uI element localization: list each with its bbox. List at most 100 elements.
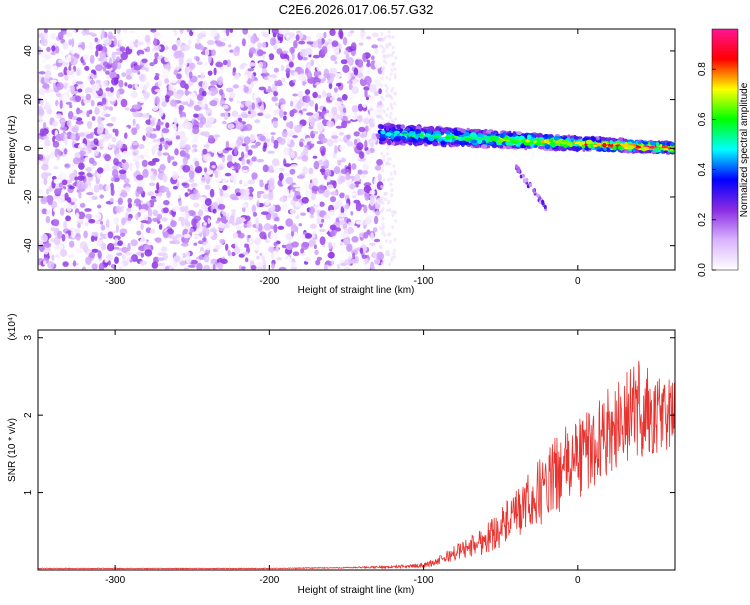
heatmap-cell xyxy=(86,166,92,171)
heatmap-cell xyxy=(369,110,376,117)
heatmap-cell xyxy=(290,151,295,159)
heatmap-cell xyxy=(363,204,368,214)
heatmap-cell xyxy=(54,148,62,158)
heatmap-cell xyxy=(206,156,212,161)
heatmap-cell xyxy=(590,136,597,142)
heatmap-cell xyxy=(373,238,381,243)
heatmap-cell xyxy=(385,252,388,257)
heatmap-cell xyxy=(257,42,263,49)
heatmap-cell xyxy=(49,249,57,259)
heatmap-cell xyxy=(524,139,531,143)
heatmap-cell xyxy=(164,265,170,270)
heatmap-cell xyxy=(271,29,279,35)
heatmap-cell xyxy=(289,208,297,215)
heatmap-cell xyxy=(314,78,322,82)
colorbar-label: Normalized spectral amplitude xyxy=(739,82,750,217)
heatmap-cell xyxy=(358,126,366,133)
heatmap-cell xyxy=(390,53,394,57)
heatmap-cell xyxy=(327,164,336,169)
heatmap-cell xyxy=(60,164,64,173)
heatmap-cell xyxy=(256,158,265,163)
heatmap-cell xyxy=(122,150,129,158)
heatmap-cell xyxy=(535,142,542,146)
heatmap-cell xyxy=(158,109,164,117)
heatmap-cell xyxy=(278,98,286,106)
heatmap-cell xyxy=(380,76,384,80)
heatmap-cell xyxy=(141,235,145,243)
heatmap-cell xyxy=(278,33,284,38)
heatmap-cell xyxy=(339,241,343,246)
heatmap-cell xyxy=(222,59,228,66)
heatmap-cell xyxy=(267,191,274,201)
heatmap-cell xyxy=(392,164,396,168)
heatmap-cell xyxy=(69,240,75,248)
heatmap-cell xyxy=(319,236,326,246)
heatmap-cell xyxy=(79,150,86,156)
heatmap-cell xyxy=(373,94,381,103)
heatmap-cell xyxy=(338,219,346,226)
heatmap-cell xyxy=(329,73,336,78)
heatmap-cell xyxy=(225,140,230,148)
heatmap-cell xyxy=(86,192,94,196)
heatmap-cell xyxy=(41,208,48,215)
heatmap-cell xyxy=(270,225,275,230)
heatmap-cell xyxy=(191,149,195,154)
heatmap-cell xyxy=(297,156,302,160)
heatmap-cell xyxy=(381,230,385,235)
heatmap-cell xyxy=(132,154,140,164)
heatmap-cell xyxy=(144,153,150,159)
heatmap-cell xyxy=(259,135,266,142)
heatmap-cell xyxy=(122,242,126,247)
heatmap-cell xyxy=(456,127,462,132)
heatmap-cell xyxy=(369,189,376,195)
heatmap-cell xyxy=(335,227,342,232)
heatmap-cell xyxy=(382,65,386,70)
heatmap-cell xyxy=(169,78,177,84)
heatmap-cell xyxy=(207,54,212,64)
heatmap-cell xyxy=(389,182,393,187)
heatmap-cell xyxy=(152,209,159,217)
heatmap-cell xyxy=(360,31,365,40)
heatmap-cell xyxy=(336,263,341,270)
heatmap-cell xyxy=(499,145,504,149)
heatmap-cell xyxy=(147,160,156,166)
heatmap-cell xyxy=(108,106,114,111)
heatmap-cell xyxy=(391,45,395,50)
heatmap-cell xyxy=(371,32,379,38)
heatmap-cell xyxy=(68,253,75,259)
heatmap-cell xyxy=(364,75,372,85)
heatmap-cell xyxy=(117,197,124,205)
heatmap-cell xyxy=(172,185,178,190)
heatmap-cell xyxy=(115,56,121,62)
heatmap-cell xyxy=(621,141,626,144)
heatmap-cell xyxy=(252,212,258,217)
heatmap-cell xyxy=(243,86,249,93)
heatmap-cell xyxy=(370,141,374,149)
heatmap-cell xyxy=(206,117,215,123)
heatmap-cell xyxy=(663,148,669,151)
heatmap-cell xyxy=(46,89,55,93)
heatmap-cell xyxy=(44,139,51,147)
heatmap-cell xyxy=(78,191,82,199)
heatmap-cell xyxy=(333,87,338,93)
heatmap-cell xyxy=(370,263,375,270)
heatmap-cell xyxy=(385,86,389,91)
heatmap-cell xyxy=(285,176,294,185)
heatmap-cell xyxy=(670,142,675,147)
heatmap-cell xyxy=(310,133,315,138)
heatmap-cell xyxy=(328,251,335,259)
heatmap-cell xyxy=(490,131,495,135)
heatmap-cell xyxy=(330,260,335,265)
heatmap-cell xyxy=(229,215,235,224)
heatmap-cell xyxy=(65,215,71,222)
heatmap-cell xyxy=(278,137,286,145)
heatmap-cell xyxy=(96,105,103,109)
heatmap-cell xyxy=(230,61,235,65)
heatmap-cell xyxy=(309,223,317,229)
heatmap-cell xyxy=(225,29,230,37)
heatmap-cell xyxy=(162,152,170,156)
heatmap-cell xyxy=(161,217,168,222)
heatmap-cell xyxy=(122,161,129,171)
heatmap-cell xyxy=(378,88,382,95)
heatmap-cell xyxy=(383,233,387,237)
